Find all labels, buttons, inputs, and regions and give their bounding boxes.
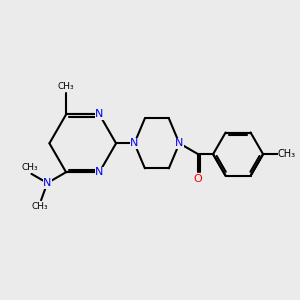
- Text: N: N: [130, 138, 139, 148]
- Text: CH₃: CH₃: [31, 202, 48, 211]
- Text: N: N: [95, 110, 103, 119]
- Text: CH₃: CH₃: [22, 164, 38, 172]
- Text: CH₃: CH₃: [58, 82, 74, 91]
- Text: N: N: [95, 167, 103, 177]
- Text: O: O: [194, 174, 203, 184]
- Text: N: N: [175, 138, 184, 148]
- Text: N: N: [43, 178, 52, 188]
- Text: CH₃: CH₃: [278, 149, 296, 159]
